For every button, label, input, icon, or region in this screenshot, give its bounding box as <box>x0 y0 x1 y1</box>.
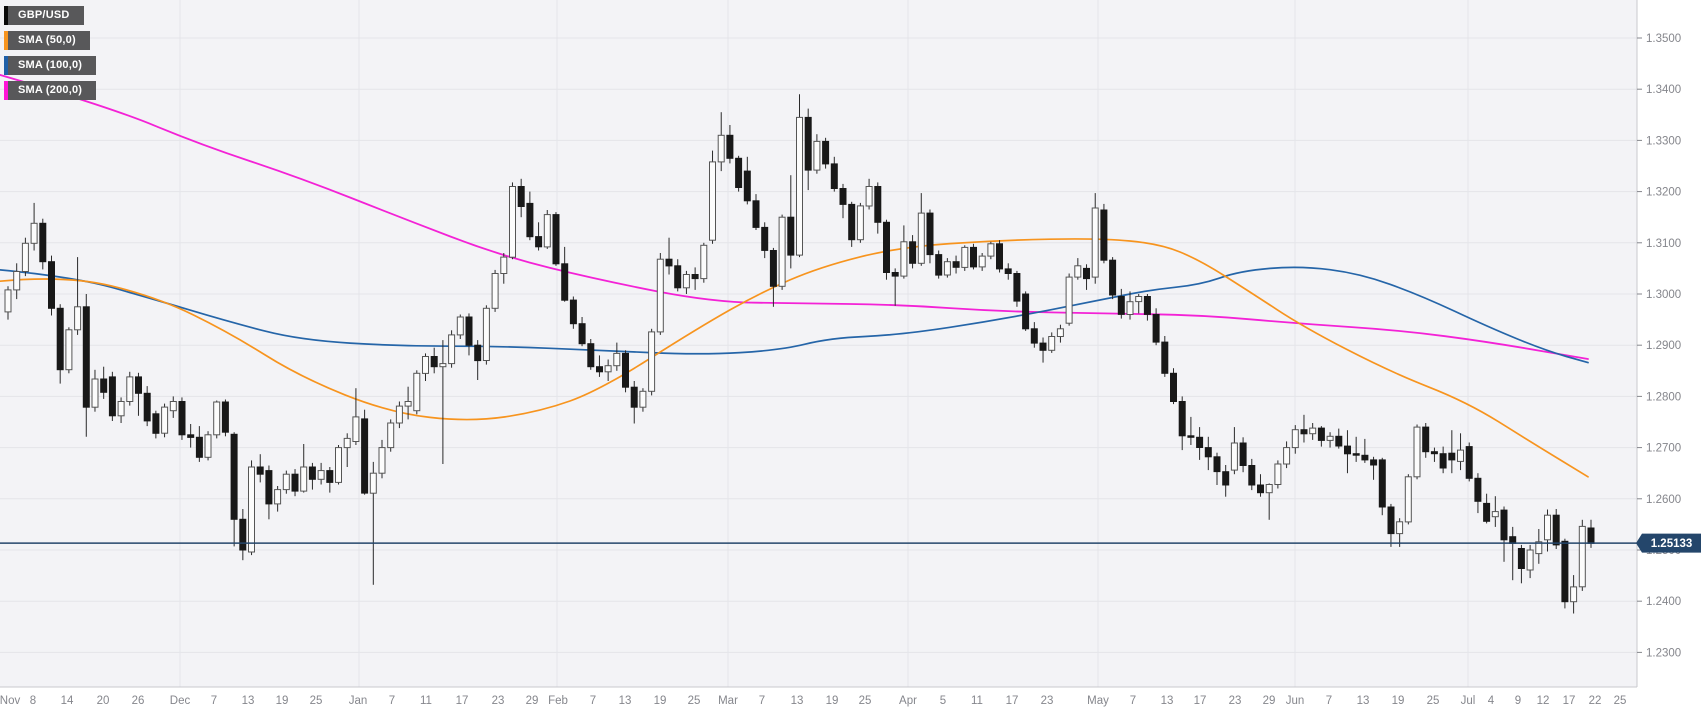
svg-text:14: 14 <box>61 695 74 707</box>
svg-text:25: 25 <box>1427 695 1440 707</box>
svg-text:1.2400: 1.2400 <box>1646 596 1681 608</box>
svg-text:13: 13 <box>791 695 804 707</box>
svg-text:1.2800: 1.2800 <box>1646 391 1681 403</box>
svg-text:7: 7 <box>1326 695 1332 707</box>
svg-text:22: 22 <box>1589 695 1602 707</box>
legend-indicator-sma50[interactable]: SMA (50,0) <box>4 31 90 50</box>
legend-item-text: GBP/USD <box>18 9 70 21</box>
svg-text:25: 25 <box>1614 695 1627 707</box>
svg-text:5: 5 <box>940 695 946 707</box>
svg-text:29: 29 <box>1263 695 1276 707</box>
date-axis-labels: Nov 8 14 20 26 Dec 7 13 19 25 Jan 7 11 17 23 29 Feb 7 13 19… <box>0 695 1626 707</box>
svg-text:1.2700: 1.2700 <box>1646 443 1681 455</box>
svg-text:7: 7 <box>211 695 217 707</box>
svg-text:8: 8 <box>30 695 36 707</box>
svg-text:25: 25 <box>688 695 701 707</box>
legend-indicator-sma100[interactable]: SMA (100,0) <box>4 56 97 75</box>
svg-text:9: 9 <box>1515 695 1521 707</box>
svg-text:Apr: Apr <box>899 695 917 707</box>
svg-text:20: 20 <box>97 695 110 707</box>
svg-text:23: 23 <box>1229 695 1242 707</box>
svg-text:23: 23 <box>492 695 505 707</box>
svg-text:17: 17 <box>1563 695 1576 707</box>
price-axis-labels: 1.3500 1.3400 1.3300 1.3200 1.3100 1.3000 1.29… <box>1637 33 1681 659</box>
svg-text:19: 19 <box>654 695 667 707</box>
current-price-badge: 1.25133 <box>1636 533 1701 553</box>
legend-indicator-sma200[interactable]: SMA (200,0) <box>4 81 97 100</box>
svg-text:1.3100: 1.3100 <box>1646 238 1681 250</box>
svg-text:13: 13 <box>1161 695 1174 707</box>
axis-borders <box>0 0 1638 688</box>
svg-text:25: 25 <box>310 695 323 707</box>
svg-text:17: 17 <box>456 695 469 707</box>
svg-text:1.3200: 1.3200 <box>1646 187 1681 199</box>
svg-text:7: 7 <box>389 695 395 707</box>
svg-text:7: 7 <box>759 695 765 707</box>
sma-100-line <box>0 266 1589 364</box>
svg-text:May: May <box>1087 695 1109 707</box>
svg-text:Dec: Dec <box>170 695 191 707</box>
svg-text:17: 17 <box>1006 695 1019 707</box>
legend-symbol-label[interactable]: GBP/USD <box>4 6 84 25</box>
svg-text:1.2900: 1.2900 <box>1646 340 1681 352</box>
svg-text:Jan: Jan <box>349 695 368 707</box>
svg-text:13: 13 <box>1357 695 1370 707</box>
svg-text:1.3500: 1.3500 <box>1646 33 1681 45</box>
svg-text:1.25133: 1.25133 <box>1651 538 1693 550</box>
plot-area[interactable] <box>0 0 1637 687</box>
svg-text:19: 19 <box>1392 695 1405 707</box>
legend-item-text: SMA (100,0) <box>18 59 83 71</box>
svg-text:17: 17 <box>1194 695 1207 707</box>
svg-text:1.3300: 1.3300 <box>1646 135 1681 147</box>
svg-text:13: 13 <box>619 695 632 707</box>
svg-text:4: 4 <box>1488 695 1495 707</box>
svg-text:1.2300: 1.2300 <box>1646 647 1681 659</box>
svg-text:25: 25 <box>859 695 872 707</box>
svg-text:Nov: Nov <box>0 695 20 707</box>
svg-text:23: 23 <box>1041 695 1054 707</box>
svg-text:1.2600: 1.2600 <box>1646 494 1681 506</box>
svg-text:Mar: Mar <box>718 695 738 707</box>
svg-text:29: 29 <box>526 695 539 707</box>
svg-text:11: 11 <box>420 695 432 707</box>
svg-text:11: 11 <box>971 695 983 707</box>
svg-text:19: 19 <box>826 695 839 707</box>
legend-item-text: SMA (50,0) <box>18 34 76 46</box>
svg-text:Feb: Feb <box>548 695 568 707</box>
sma-200-line <box>0 74 1589 360</box>
svg-text:Jul: Jul <box>1461 695 1476 707</box>
svg-text:12: 12 <box>1537 695 1550 707</box>
legend-item-text: SMA (200,0) <box>18 84 83 96</box>
sma-50-line <box>0 238 1589 478</box>
svg-text:1.3000: 1.3000 <box>1646 289 1681 301</box>
svg-text:13: 13 <box>242 695 255 707</box>
svg-text:7: 7 <box>590 695 596 707</box>
svg-text:26: 26 <box>132 695 145 707</box>
indicator-legend: GBP/USD SMA (50,0) SMA (100,0) SMA (200,0) <box>4 6 97 106</box>
svg-text:19: 19 <box>276 695 289 707</box>
candlestick-series <box>4 94 1595 614</box>
svg-text:7: 7 <box>1130 695 1136 707</box>
svg-text:Jun: Jun <box>1286 695 1305 707</box>
svg-text:1.3400: 1.3400 <box>1646 84 1681 96</box>
